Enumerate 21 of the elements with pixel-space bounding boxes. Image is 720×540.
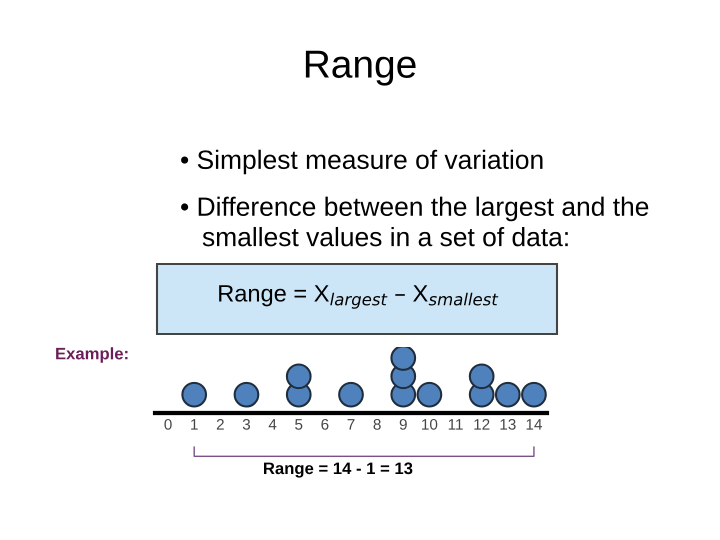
- x-tick-label: 1: [191, 419, 198, 430]
- x-tick-label: 13: [500, 418, 516, 430]
- x-tick-label: 3: [242, 418, 250, 430]
- text: • Simplest measure of variation: [181, 150, 542, 174]
- x-tick-label: 5: [295, 419, 302, 430]
- x-tick-label: 6: [321, 418, 328, 430]
- x-tick-label: 12: [474, 418, 490, 430]
- x-tick-label: 11: [448, 419, 463, 430]
- x-tick-label: 4: [268, 419, 276, 430]
- text: • Difference between the largest and the smallest values in a set of data:: [181, 196, 648, 246]
- x-tick-label: 7: [348, 419, 354, 430]
- x-tick-label: 9: [400, 418, 407, 430]
- chart-title: Range: [306, 50, 416, 86]
- text: Range = X$_{largest}$ – X$_{smallest}$: [219, 285, 498, 309]
- x-tick-label: 2: [216, 418, 224, 430]
- x-tick-label: 0: [164, 418, 172, 430]
- x-tick-label: 14: [526, 419, 542, 430]
- x-tick-label: 10: [422, 418, 438, 430]
- x-tick-label: 8: [374, 418, 381, 430]
- text: Example:: [56, 347, 128, 363]
- text: Range = 14 - 1 = 13: [264, 462, 412, 478]
